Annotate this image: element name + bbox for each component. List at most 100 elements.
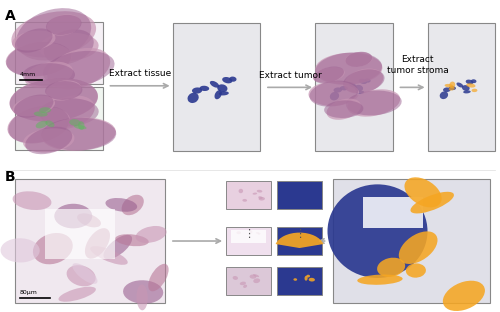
Ellipse shape bbox=[188, 93, 198, 103]
Ellipse shape bbox=[47, 14, 80, 36]
Ellipse shape bbox=[6, 42, 72, 76]
Text: Extract tissue: Extract tissue bbox=[109, 69, 171, 78]
Ellipse shape bbox=[340, 86, 348, 90]
Ellipse shape bbox=[294, 278, 297, 281]
Ellipse shape bbox=[250, 230, 252, 233]
Bar bbox=[15, 179, 165, 303]
Ellipse shape bbox=[258, 197, 265, 201]
Ellipse shape bbox=[200, 86, 209, 91]
Ellipse shape bbox=[12, 96, 55, 116]
Ellipse shape bbox=[36, 121, 48, 129]
Text: ⋮: ⋮ bbox=[294, 229, 305, 239]
Ellipse shape bbox=[42, 95, 95, 129]
Ellipse shape bbox=[72, 263, 98, 284]
Ellipse shape bbox=[229, 76, 236, 82]
Ellipse shape bbox=[10, 78, 98, 121]
Ellipse shape bbox=[238, 189, 243, 193]
Ellipse shape bbox=[46, 15, 82, 35]
Ellipse shape bbox=[192, 87, 202, 94]
Ellipse shape bbox=[6, 42, 71, 77]
Ellipse shape bbox=[326, 99, 361, 120]
Ellipse shape bbox=[448, 86, 456, 90]
Ellipse shape bbox=[106, 198, 137, 212]
Ellipse shape bbox=[346, 90, 402, 115]
Ellipse shape bbox=[39, 107, 51, 113]
Text: ⋮: ⋮ bbox=[243, 229, 254, 239]
Ellipse shape bbox=[466, 80, 473, 84]
Bar bbox=[231, 230, 266, 243]
Ellipse shape bbox=[217, 84, 228, 92]
Ellipse shape bbox=[377, 258, 405, 277]
Ellipse shape bbox=[12, 31, 56, 51]
Ellipse shape bbox=[314, 66, 344, 83]
Text: A: A bbox=[5, 9, 16, 23]
Ellipse shape bbox=[46, 120, 54, 127]
Ellipse shape bbox=[444, 84, 453, 87]
Ellipse shape bbox=[450, 81, 455, 88]
Ellipse shape bbox=[258, 196, 262, 199]
Ellipse shape bbox=[330, 92, 339, 100]
Ellipse shape bbox=[254, 278, 260, 283]
Ellipse shape bbox=[85, 228, 110, 259]
Ellipse shape bbox=[14, 95, 54, 118]
Ellipse shape bbox=[24, 62, 73, 88]
Bar bbox=[428, 23, 495, 151]
Bar bbox=[45, 209, 115, 259]
Ellipse shape bbox=[443, 281, 485, 311]
Ellipse shape bbox=[358, 79, 367, 84]
Ellipse shape bbox=[462, 85, 469, 91]
Ellipse shape bbox=[345, 52, 372, 66]
Ellipse shape bbox=[232, 276, 238, 280]
Text: 80μm: 80μm bbox=[20, 290, 38, 295]
Bar bbox=[277, 181, 322, 209]
Ellipse shape bbox=[45, 81, 82, 100]
Text: 4mm: 4mm bbox=[20, 72, 36, 77]
Ellipse shape bbox=[136, 226, 166, 243]
Ellipse shape bbox=[364, 78, 370, 83]
Ellipse shape bbox=[257, 190, 262, 193]
Ellipse shape bbox=[472, 89, 478, 92]
Ellipse shape bbox=[90, 246, 128, 265]
Ellipse shape bbox=[304, 276, 308, 281]
Ellipse shape bbox=[25, 127, 72, 154]
Ellipse shape bbox=[358, 275, 403, 285]
Ellipse shape bbox=[12, 11, 96, 57]
Ellipse shape bbox=[222, 77, 232, 83]
Ellipse shape bbox=[136, 285, 148, 310]
Ellipse shape bbox=[39, 98, 98, 126]
Bar bbox=[226, 227, 271, 255]
Ellipse shape bbox=[54, 204, 92, 228]
Ellipse shape bbox=[66, 265, 96, 286]
Ellipse shape bbox=[344, 69, 384, 94]
Ellipse shape bbox=[23, 128, 74, 153]
Ellipse shape bbox=[33, 233, 73, 264]
Ellipse shape bbox=[343, 69, 384, 93]
Ellipse shape bbox=[78, 121, 84, 130]
Ellipse shape bbox=[42, 118, 116, 151]
Ellipse shape bbox=[463, 90, 470, 93]
Bar bbox=[277, 227, 322, 255]
Ellipse shape bbox=[43, 51, 115, 86]
Ellipse shape bbox=[258, 233, 260, 235]
Ellipse shape bbox=[324, 100, 364, 118]
Ellipse shape bbox=[308, 278, 315, 281]
Ellipse shape bbox=[354, 85, 363, 91]
Ellipse shape bbox=[313, 67, 344, 83]
Ellipse shape bbox=[210, 81, 219, 88]
Ellipse shape bbox=[46, 80, 82, 100]
Bar bbox=[277, 267, 322, 295]
Ellipse shape bbox=[0, 238, 40, 262]
Ellipse shape bbox=[48, 48, 110, 90]
Ellipse shape bbox=[334, 87, 342, 93]
Bar bbox=[172, 23, 260, 151]
Ellipse shape bbox=[42, 117, 116, 151]
Ellipse shape bbox=[443, 87, 450, 92]
Ellipse shape bbox=[104, 235, 132, 259]
Ellipse shape bbox=[12, 191, 51, 210]
Bar bbox=[226, 181, 271, 209]
Bar bbox=[15, 22, 102, 84]
Ellipse shape bbox=[122, 195, 144, 215]
Ellipse shape bbox=[123, 280, 163, 304]
Ellipse shape bbox=[471, 79, 476, 83]
Ellipse shape bbox=[250, 275, 256, 279]
